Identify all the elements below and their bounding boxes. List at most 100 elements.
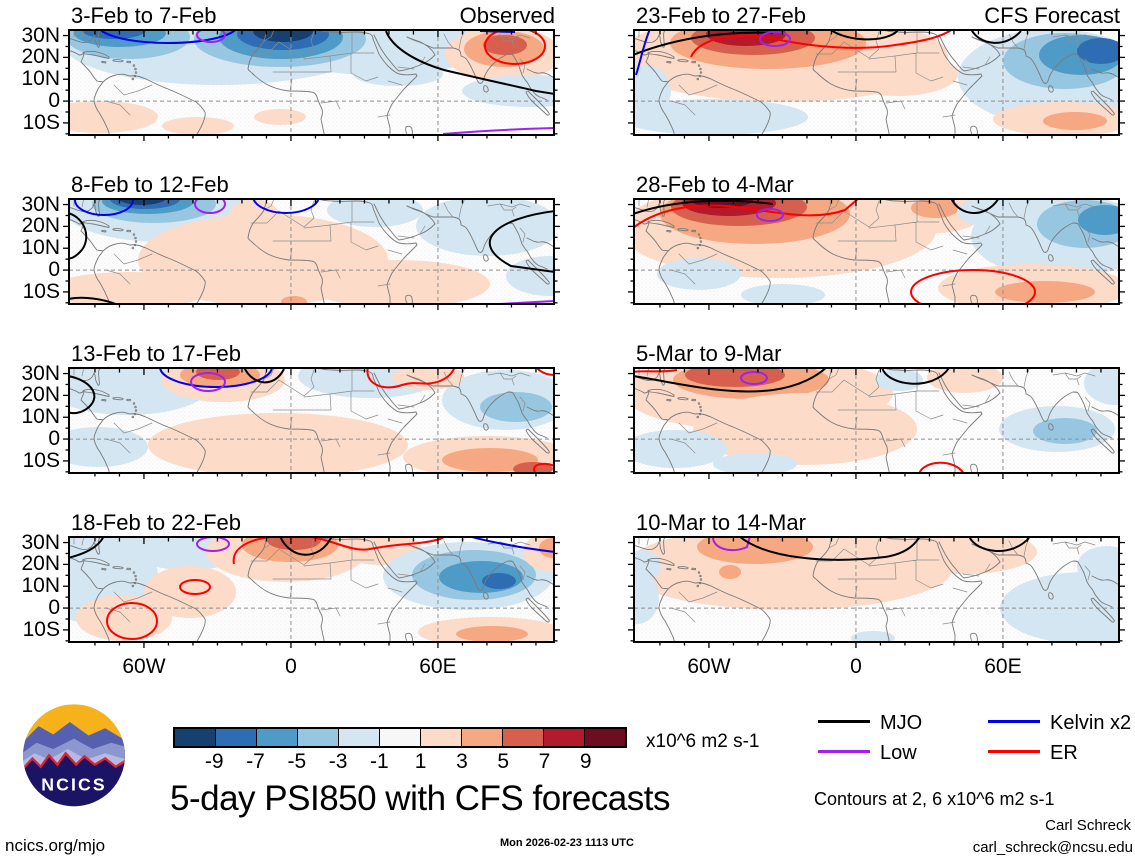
y-axis-label: 30N xyxy=(21,192,60,216)
blue-contour xyxy=(635,30,651,76)
blue-contour xyxy=(159,368,273,388)
red-contour xyxy=(634,369,678,373)
colorbar-cell xyxy=(585,729,625,746)
panel-title: 23-Feb to 27-Feb xyxy=(636,3,806,28)
ncics-logo: NCICS xyxy=(23,704,125,807)
colorbar-tick-label: -3 xyxy=(328,750,348,773)
map-svg xyxy=(628,198,1125,310)
anomaly-shading xyxy=(254,109,306,125)
anomaly-shading xyxy=(634,65,671,117)
y-axis-label: 10S xyxy=(22,110,60,134)
colorbar-tick-label: 5 xyxy=(497,750,510,773)
colorbar-tick-label: 7 xyxy=(538,750,551,773)
graticule xyxy=(69,30,554,135)
black-contour xyxy=(881,368,950,385)
column-label: CFS Forecast xyxy=(984,3,1120,28)
panel-title: 10-Mar to 14-Mar xyxy=(636,510,806,535)
colorbar-cell xyxy=(175,729,216,746)
anomaly-shading xyxy=(1043,112,1107,130)
anomaly-shading xyxy=(697,537,813,564)
map-border xyxy=(68,536,555,643)
anomaly-shading xyxy=(144,566,236,618)
axis-ticks xyxy=(628,31,1125,141)
black-contour xyxy=(738,537,921,561)
y-axis-label: 20N xyxy=(21,552,60,576)
anomaly-shading xyxy=(838,52,958,96)
y-axis-label: 20N xyxy=(21,214,60,238)
purple-contour xyxy=(194,199,226,214)
map-border xyxy=(68,29,555,136)
x-axis-label: 0 xyxy=(850,655,862,678)
anomaly-shading xyxy=(634,550,661,582)
anomaly-shading xyxy=(82,30,146,39)
panel-title: 8-Feb to 12-Feb xyxy=(71,172,229,197)
red-contour xyxy=(484,30,546,65)
red-contour xyxy=(106,602,158,640)
map-border xyxy=(633,29,1120,136)
colorbar-tick-label: 1 xyxy=(414,750,427,773)
black-contour xyxy=(634,368,828,393)
anomaly-shading xyxy=(1084,368,1119,405)
anomaly-shading xyxy=(69,427,148,467)
anomaly-shading xyxy=(148,413,408,473)
black-contour xyxy=(279,537,333,556)
anomaly-shading xyxy=(693,393,917,465)
purple-contour xyxy=(759,31,791,47)
red-contour xyxy=(366,368,456,389)
map-svg xyxy=(63,367,560,479)
purple-contour xyxy=(712,537,751,552)
red-contour xyxy=(232,537,447,565)
anomaly-shading xyxy=(69,101,158,133)
y-axis-label: 20N xyxy=(21,383,60,407)
map-svg xyxy=(628,367,1125,479)
anomaly-shading xyxy=(957,199,1025,227)
map-svg xyxy=(628,536,1125,648)
panel-title: 28-Feb to 4-Mar xyxy=(636,172,794,197)
map-svg xyxy=(63,536,560,648)
red-contour xyxy=(910,269,1036,304)
anomaly-shading xyxy=(911,199,959,218)
author-email: carl_schreck@ncsu.edu xyxy=(972,839,1133,856)
black-contour xyxy=(828,30,900,41)
anomaly-shading xyxy=(634,430,727,468)
blue-contour xyxy=(99,30,237,44)
black-contour xyxy=(488,210,554,273)
colorbar-cell xyxy=(380,729,421,746)
contours-note: Contours at 2, 6 x10^6 m2 s-1 xyxy=(814,789,1055,809)
map-border xyxy=(633,198,1120,305)
axis-ticks xyxy=(628,200,1125,310)
y-axis-label: 30N xyxy=(21,530,60,554)
red-contour xyxy=(690,30,954,58)
anomaly-shading xyxy=(117,199,167,205)
anomaly-shading xyxy=(281,296,307,304)
purple-contour xyxy=(190,372,226,392)
anomaly-shading xyxy=(162,117,234,135)
panel-title: 13-Feb to 17-Feb xyxy=(71,341,241,366)
axis-ticks xyxy=(63,31,560,141)
anomaly-shading xyxy=(1077,546,1119,586)
purple-contour xyxy=(196,30,226,43)
y-axis-label: 0 xyxy=(48,596,60,620)
map-border xyxy=(68,198,555,305)
x-axis-label: 60E xyxy=(984,655,1022,678)
black-contour xyxy=(970,30,1022,44)
anomaly-shading xyxy=(634,572,659,624)
colorbar-unit-label: x10^6 m2 s-1 xyxy=(646,731,760,752)
anomaly-shading xyxy=(741,284,825,304)
axis-ticks xyxy=(628,538,1125,648)
site-link[interactable]: ncics.org/mjo xyxy=(5,836,106,855)
anomaly-shading xyxy=(69,272,212,304)
graticule xyxy=(69,199,554,304)
graticule xyxy=(634,537,1119,642)
black-contour xyxy=(69,212,88,260)
y-axis-label: 0 xyxy=(48,258,60,282)
anomaly-shading xyxy=(483,35,527,55)
y-axis-label: 10S xyxy=(22,279,60,303)
colorbar-cell xyxy=(257,729,298,746)
anomaly-shading xyxy=(513,462,553,473)
graticule xyxy=(69,368,554,473)
panel-title: 18-Feb to 22-Feb xyxy=(71,510,241,535)
anomaly-shading xyxy=(657,258,741,290)
colorbar-cell xyxy=(544,729,585,746)
colorbar-tick-label: -9 xyxy=(204,750,224,773)
